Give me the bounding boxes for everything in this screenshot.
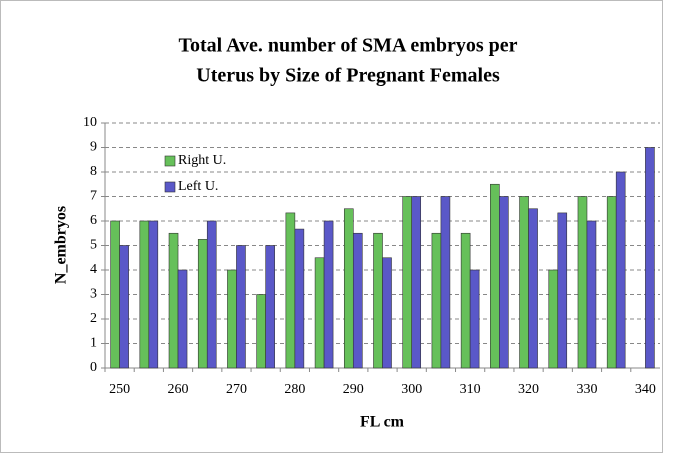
legend-label: Right U. — [178, 153, 226, 168]
legend-swatch — [164, 155, 176, 167]
y-tick-label: 7 — [90, 189, 97, 204]
bar — [402, 196, 413, 369]
bar — [411, 196, 422, 369]
bar — [577, 196, 588, 369]
bar — [285, 212, 296, 369]
y-tick-label: 2 — [90, 311, 97, 326]
chart-title: Uterus by Size of Pregnant Females — [196, 65, 500, 87]
bar — [469, 269, 480, 369]
x-tick-label: 320 — [518, 382, 539, 397]
bar — [227, 269, 237, 369]
y-axis-title: N_embryos — [53, 206, 70, 284]
bar — [352, 232, 363, 369]
x-tick-label: 330 — [576, 382, 597, 397]
x-tick-label: 280 — [284, 382, 305, 397]
y-tick-label: 6 — [90, 213, 97, 228]
bar — [499, 196, 509, 369]
bar — [460, 232, 471, 369]
x-tick-label: 260 — [168, 382, 189, 397]
x-tick-label: 270 — [226, 382, 247, 397]
bar — [382, 257, 392, 369]
bar — [256, 294, 266, 369]
bar — [548, 269, 559, 369]
chart-title: Total Ave. number of SMA embryos per — [178, 35, 517, 57]
y-tick-label: 1 — [90, 336, 97, 351]
bar — [177, 269, 188, 369]
bar — [197, 239, 208, 369]
bar — [265, 245, 275, 369]
x-tick-label: 340 — [635, 382, 656, 397]
y-tick-label: 5 — [90, 238, 97, 253]
x-axis-title: FL cm — [360, 414, 405, 431]
bar — [343, 208, 354, 369]
bar — [606, 196, 617, 369]
x-tick-label: 310 — [460, 382, 481, 397]
bar — [294, 228, 305, 369]
y-tick-label: 0 — [90, 360, 97, 375]
bar — [373, 232, 383, 369]
bar — [440, 196, 451, 369]
y-tick-label: 10 — [83, 115, 97, 130]
bar — [557, 212, 568, 369]
y-tick-label: 4 — [90, 262, 97, 277]
y-tick-label: 8 — [90, 164, 97, 179]
bar — [168, 232, 179, 369]
bar — [119, 245, 129, 369]
bar — [528, 208, 538, 369]
bar — [586, 220, 597, 369]
bar — [110, 220, 120, 369]
bar — [645, 147, 655, 369]
legend-label: Left U. — [178, 179, 218, 194]
bar — [323, 220, 334, 369]
bar — [148, 220, 159, 369]
bar — [431, 232, 442, 369]
y-tick-label: 9 — [90, 140, 97, 155]
y-tick-label: 3 — [90, 287, 97, 302]
x-tick-label: 300 — [401, 382, 422, 397]
bar — [615, 171, 626, 369]
bar — [139, 220, 150, 369]
bar — [206, 220, 217, 369]
bar — [236, 245, 246, 369]
x-tick-label: 290 — [343, 382, 364, 397]
bar — [314, 257, 325, 369]
x-tick-label: 250 — [109, 382, 130, 397]
legend-swatch — [164, 181, 176, 193]
bar — [519, 196, 529, 369]
bar — [490, 183, 500, 369]
